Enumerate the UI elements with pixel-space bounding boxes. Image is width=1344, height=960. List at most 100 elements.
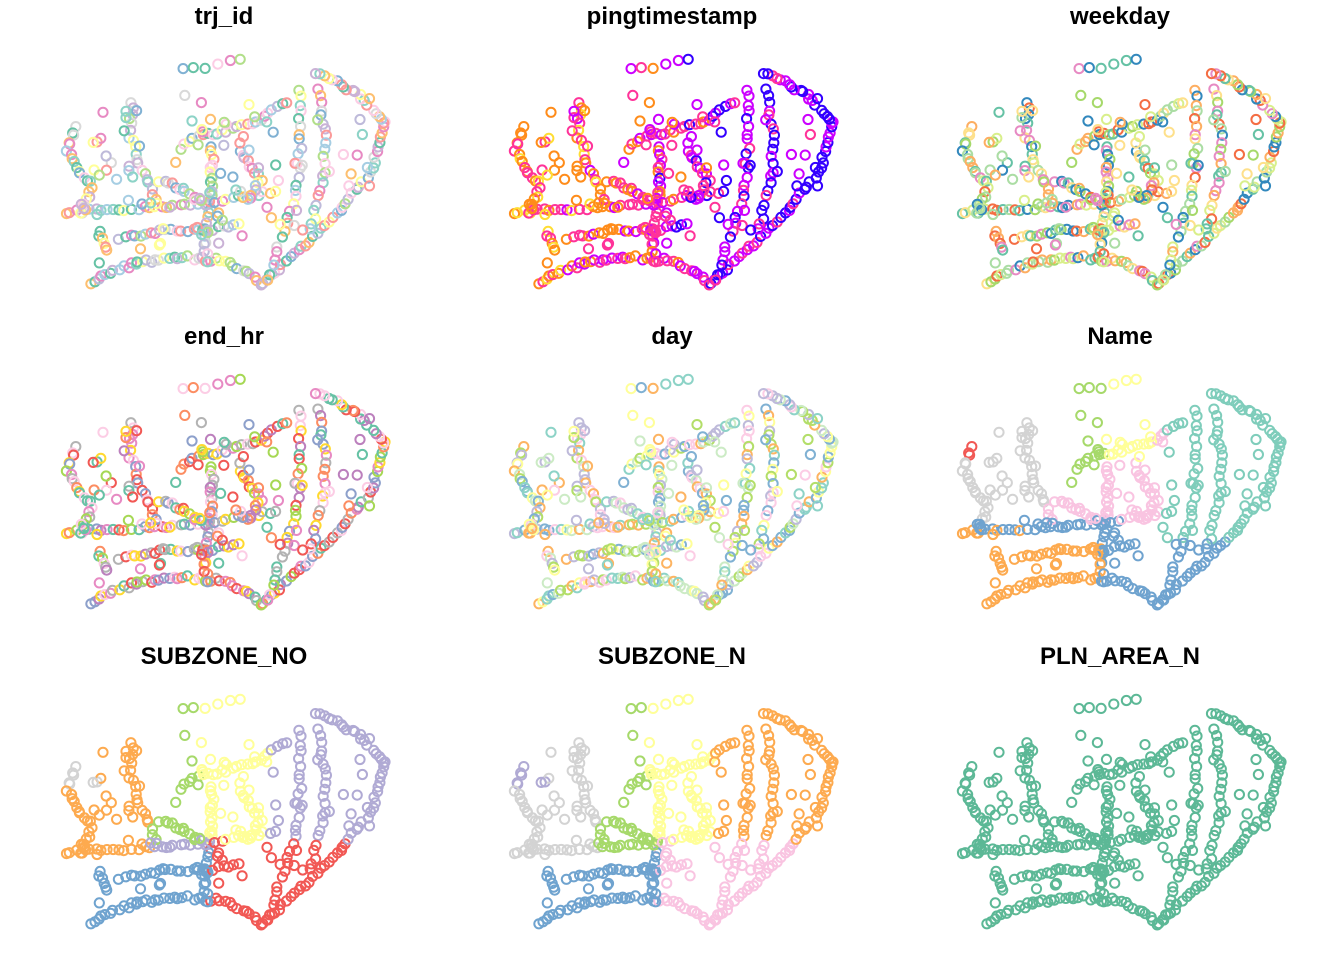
data-point — [681, 858, 693, 870]
data-point — [573, 124, 585, 136]
data-point — [1168, 174, 1180, 187]
data-point — [1029, 204, 1041, 216]
data-point — [1014, 845, 1026, 857]
data-point — [240, 905, 253, 917]
panel-title: SUBZONE_N — [597, 643, 747, 670]
data-point — [212, 698, 224, 710]
data-point — [107, 843, 119, 856]
data-point — [1094, 238, 1106, 250]
data-point — [1085, 834, 1097, 846]
data-point — [319, 783, 331, 795]
data-point — [1049, 239, 1061, 251]
data-point — [742, 100, 754, 112]
data-point — [724, 551, 736, 563]
data-point — [262, 914, 274, 926]
data-point — [202, 226, 214, 238]
data-point — [126, 117, 138, 129]
data-point — [719, 561, 731, 573]
data-point — [178, 518, 190, 530]
data-point — [1027, 105, 1039, 117]
data-point — [1243, 404, 1255, 417]
data-point — [204, 433, 217, 446]
data-point — [1192, 159, 1204, 171]
data-point — [264, 909, 276, 921]
data-point — [312, 189, 324, 202]
data-point — [1233, 81, 1245, 93]
data-point — [351, 789, 363, 801]
data-point — [757, 388, 770, 400]
data-point — [1177, 97, 1189, 109]
data-point — [1172, 871, 1184, 883]
data-point — [644, 444, 656, 456]
data-point — [267, 126, 279, 138]
data-point — [320, 129, 332, 141]
data-point — [1123, 811, 1135, 823]
data-point — [271, 420, 283, 433]
data-point — [713, 852, 725, 864]
data-point — [574, 437, 586, 449]
data-point — [118, 765, 130, 777]
data-point — [261, 436, 273, 448]
data-point — [125, 577, 138, 589]
data-point — [151, 197, 163, 209]
data-point — [1139, 464, 1151, 476]
data-point — [626, 825, 638, 837]
data-point — [816, 482, 828, 494]
data-point — [290, 204, 303, 216]
data-point — [270, 479, 282, 491]
data-point — [113, 524, 125, 536]
data-point — [97, 106, 109, 118]
data-point — [594, 183, 607, 195]
data-point — [122, 834, 134, 846]
data-point — [584, 164, 596, 176]
data-point — [290, 179, 302, 191]
data-point — [87, 776, 99, 788]
data-point — [1085, 514, 1097, 526]
data-point — [1216, 769, 1228, 781]
data-point — [574, 117, 586, 129]
data-point — [84, 495, 96, 507]
data-point — [1264, 802, 1276, 814]
data-point — [688, 265, 701, 277]
data-point — [1200, 223, 1212, 235]
data-point — [802, 433, 814, 446]
data-point — [1060, 892, 1072, 904]
data-point — [768, 449, 780, 461]
data-point — [373, 111, 386, 123]
data-point — [343, 500, 355, 512]
data-point — [683, 825, 695, 837]
data-point — [293, 773, 305, 785]
data-point — [237, 511, 249, 523]
data-point — [1274, 441, 1286, 453]
data-point — [738, 179, 750, 191]
data-point — [1210, 388, 1222, 400]
data-point — [989, 257, 1001, 269]
data-point — [526, 492, 539, 504]
data-point — [1126, 760, 1139, 773]
data-point — [1138, 758, 1150, 770]
data-point — [685, 191, 697, 203]
data-point — [293, 453, 305, 465]
data-point — [1100, 827, 1112, 839]
data-point — [716, 899, 728, 911]
data-point — [612, 201, 624, 213]
data-point — [78, 522, 90, 535]
data-point — [685, 511, 697, 523]
data-point — [354, 433, 366, 446]
data-point — [356, 448, 368, 461]
data-point — [697, 756, 710, 768]
data-point — [640, 459, 652, 471]
data-point — [1129, 218, 1141, 230]
data-point — [84, 815, 96, 827]
data-point — [179, 409, 191, 422]
data-point — [610, 817, 622, 829]
data-point — [91, 848, 103, 861]
data-point — [220, 118, 232, 130]
panel-title: trj_id — [194, 3, 254, 30]
data-point — [270, 799, 282, 811]
data-point — [131, 425, 143, 437]
data-point — [1023, 134, 1035, 146]
data-point — [337, 468, 349, 481]
data-point — [568, 752, 580, 764]
data-point — [1200, 543, 1212, 555]
